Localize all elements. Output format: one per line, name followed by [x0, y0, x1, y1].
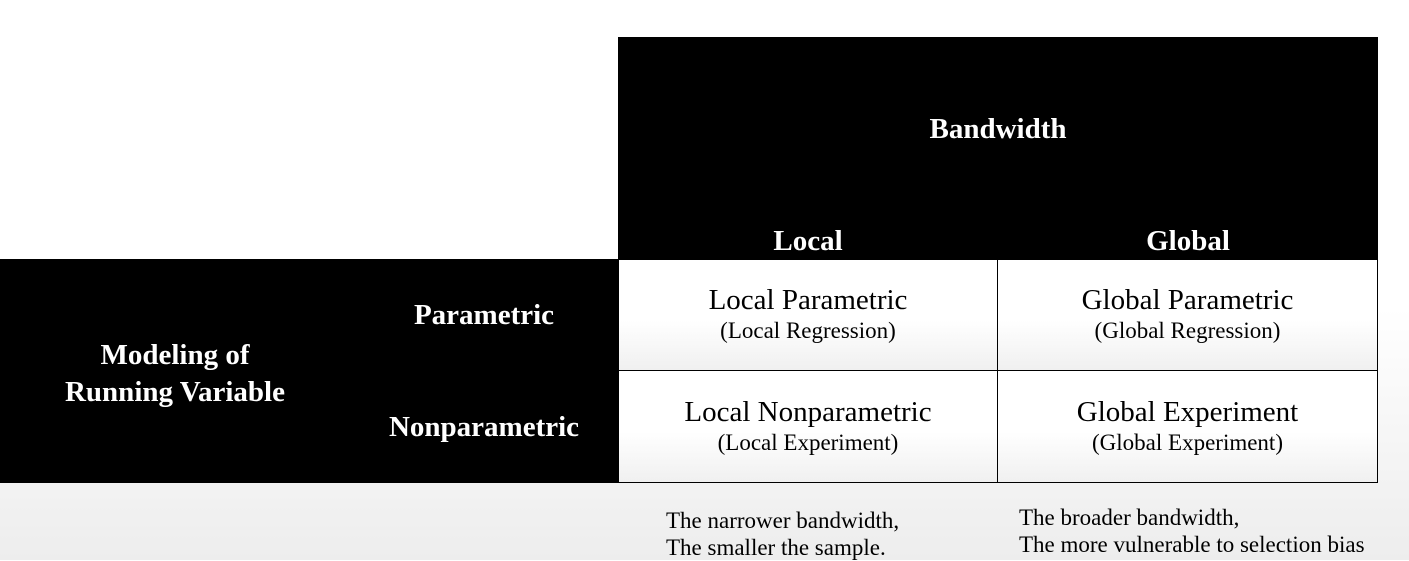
local-column-header: Local: [773, 225, 843, 257]
modeling-label-line1: Modeling of: [100, 339, 250, 371]
note-line: The more vulnerable to selection bias: [1019, 532, 1365, 557]
cell-sub-text: (Local Regression): [720, 318, 896, 343]
cell-sub-text: (Global Regression): [1094, 318, 1281, 343]
note-line: The smaller the sample.: [666, 535, 886, 560]
global-column-header: Global: [1146, 225, 1230, 257]
cell-main-text: Global Parametric: [1081, 284, 1294, 316]
bandwidth-title: Bandwidth: [929, 113, 1067, 145]
modeling-of-running-variable-label: Modeling of Running Variable: [0, 337, 350, 411]
parametric-row-label: Parametric: [413, 299, 555, 331]
nonparametric-row-label: Nonparametric: [388, 411, 580, 443]
cell-local-parametric: Local Parametric (Local Regression): [618, 259, 998, 371]
cell-sub-text: (Local Experiment): [717, 429, 899, 455]
modeling-row-header: Modeling of Running Variable Parametric …: [0, 259, 618, 483]
global-bandwidth-note: The broader bandwidth, The more vulnerab…: [1019, 504, 1365, 558]
cell-sub-text: (Global Experiment): [1092, 429, 1283, 455]
note-line: The broader bandwidth,: [1019, 505, 1240, 530]
cell-global-parametric: Global Parametric (Global Regression): [997, 259, 1378, 371]
cell-local-nonparametric: Local Nonparametric (Local Experiment): [618, 370, 998, 483]
cell-main-text: Local Parametric: [708, 284, 908, 316]
local-bandwidth-note: The narrower bandwidth, The smaller the …: [666, 507, 899, 561]
modeling-label-line2: Running Variable: [64, 376, 285, 408]
note-line: The narrower bandwidth,: [666, 508, 900, 533]
cell-global-experiment: Global Experiment (Global Experiment): [997, 370, 1378, 483]
cell-main-text: Local Nonparametric: [684, 395, 932, 428]
bandwidth-header: Bandwidth Local Global: [618, 37, 1378, 259]
cell-main-text: Global Experiment: [1076, 395, 1299, 428]
